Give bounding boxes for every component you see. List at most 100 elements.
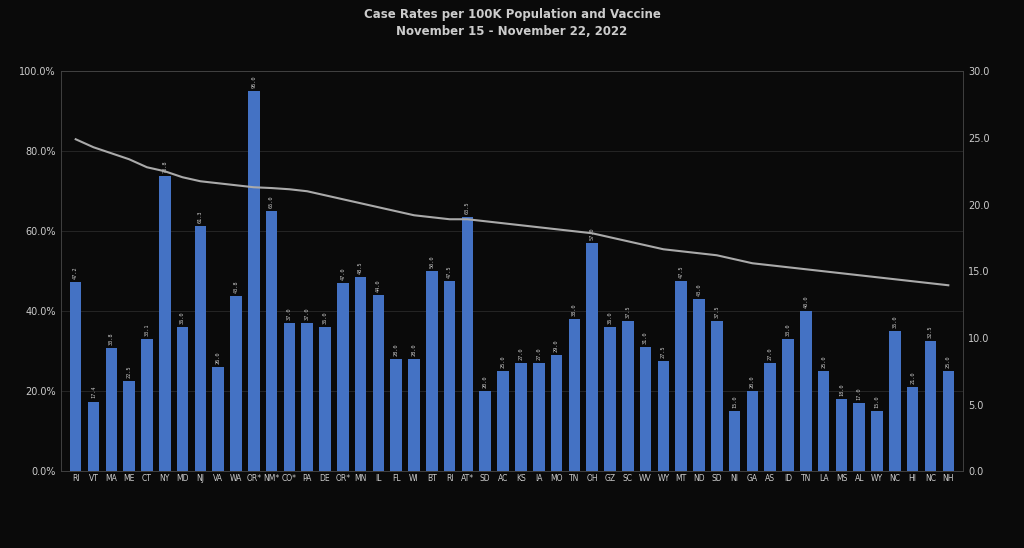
Text: 25.0: 25.0 bbox=[501, 356, 506, 368]
Bar bbox=[532, 363, 545, 471]
Bar bbox=[942, 372, 954, 471]
Text: 36.0: 36.0 bbox=[180, 312, 185, 324]
Text: 33.1: 33.1 bbox=[144, 323, 150, 336]
Bar bbox=[355, 277, 367, 471]
Bar bbox=[248, 91, 259, 471]
Bar bbox=[800, 311, 812, 471]
Bar bbox=[230, 296, 242, 471]
Bar bbox=[925, 341, 936, 471]
Text: 25.0: 25.0 bbox=[946, 356, 951, 368]
Text: 73.8: 73.8 bbox=[162, 161, 167, 173]
Text: 28.0: 28.0 bbox=[394, 344, 398, 356]
Text: 21.0: 21.0 bbox=[910, 372, 915, 384]
Bar bbox=[479, 391, 492, 471]
Text: 37.5: 37.5 bbox=[626, 306, 630, 318]
Bar bbox=[657, 361, 669, 471]
Bar bbox=[123, 381, 135, 471]
Text: 18.0: 18.0 bbox=[839, 384, 844, 396]
Bar bbox=[836, 399, 847, 471]
Bar bbox=[284, 323, 295, 471]
Text: 65.0: 65.0 bbox=[269, 196, 274, 208]
Text: 37.0: 37.0 bbox=[305, 307, 309, 320]
Text: 15.0: 15.0 bbox=[874, 396, 880, 408]
Legend: Case Rate / 100K Population, Vaccination Rate (Full Vaccination): Case Rate / 100K Population, Vaccination… bbox=[317, 545, 707, 548]
Bar bbox=[640, 347, 651, 471]
Bar bbox=[409, 359, 420, 471]
Text: 95.0: 95.0 bbox=[251, 76, 256, 88]
Bar bbox=[782, 339, 794, 471]
Text: 32.5: 32.5 bbox=[928, 326, 933, 338]
Bar bbox=[889, 331, 901, 471]
Text: 26.0: 26.0 bbox=[216, 352, 220, 364]
Bar bbox=[159, 176, 171, 471]
Text: 40.0: 40.0 bbox=[804, 295, 808, 308]
Text: 36.0: 36.0 bbox=[607, 312, 612, 324]
Text: 36.0: 36.0 bbox=[323, 312, 328, 324]
Bar bbox=[746, 391, 758, 471]
Text: 30.8: 30.8 bbox=[109, 333, 114, 345]
Text: 28.0: 28.0 bbox=[412, 344, 417, 356]
Text: 43.8: 43.8 bbox=[233, 281, 239, 293]
Bar bbox=[693, 299, 705, 471]
Text: 15.0: 15.0 bbox=[732, 396, 737, 408]
Bar bbox=[871, 411, 883, 471]
Bar bbox=[301, 323, 313, 471]
Text: 29.0: 29.0 bbox=[554, 340, 559, 352]
Text: 61.3: 61.3 bbox=[198, 210, 203, 223]
Text: 37.5: 37.5 bbox=[715, 306, 719, 318]
Bar bbox=[88, 402, 99, 471]
Bar bbox=[551, 355, 562, 471]
Bar bbox=[443, 281, 456, 471]
Text: 38.0: 38.0 bbox=[571, 304, 577, 316]
Text: 33.0: 33.0 bbox=[785, 323, 791, 336]
Bar bbox=[462, 217, 473, 471]
Bar bbox=[853, 403, 865, 471]
Text: 48.5: 48.5 bbox=[358, 261, 364, 274]
Bar bbox=[765, 363, 776, 471]
Text: 31.0: 31.0 bbox=[643, 332, 648, 344]
Text: 47.5: 47.5 bbox=[447, 266, 453, 278]
Bar bbox=[426, 271, 437, 471]
Bar bbox=[676, 281, 687, 471]
Text: 17.4: 17.4 bbox=[91, 386, 96, 398]
Bar bbox=[141, 339, 153, 471]
Bar bbox=[568, 319, 581, 471]
Bar bbox=[337, 283, 348, 471]
Text: 20.0: 20.0 bbox=[750, 375, 755, 388]
Text: Case Rates per 100K Population and Vaccine
November 15 - November 22, 2022: Case Rates per 100K Population and Vacci… bbox=[364, 8, 660, 38]
Bar bbox=[604, 327, 615, 471]
Text: 47.0: 47.0 bbox=[340, 267, 345, 280]
Bar bbox=[266, 211, 278, 471]
Text: 17.0: 17.0 bbox=[857, 387, 862, 400]
Bar bbox=[729, 411, 740, 471]
Text: 44.0: 44.0 bbox=[376, 279, 381, 292]
Bar bbox=[373, 295, 384, 471]
Text: 27.0: 27.0 bbox=[768, 347, 773, 360]
Text: 27.0: 27.0 bbox=[518, 347, 523, 360]
Text: 37.0: 37.0 bbox=[287, 307, 292, 320]
Text: 43.0: 43.0 bbox=[696, 283, 701, 296]
Bar bbox=[622, 321, 634, 471]
Bar bbox=[195, 226, 206, 471]
Text: 22.5: 22.5 bbox=[127, 366, 132, 378]
Text: 27.5: 27.5 bbox=[660, 346, 666, 358]
Text: 50.0: 50.0 bbox=[429, 255, 434, 268]
Bar bbox=[515, 363, 526, 471]
Bar bbox=[818, 372, 829, 471]
Text: 47.2: 47.2 bbox=[73, 267, 78, 279]
Bar bbox=[711, 321, 723, 471]
Text: 63.5: 63.5 bbox=[465, 202, 470, 214]
Bar bbox=[498, 372, 509, 471]
Text: 27.0: 27.0 bbox=[537, 347, 542, 360]
Bar bbox=[177, 327, 188, 471]
Bar bbox=[587, 243, 598, 471]
Bar bbox=[70, 282, 82, 471]
Bar bbox=[319, 327, 331, 471]
Bar bbox=[390, 359, 402, 471]
Bar bbox=[105, 348, 117, 471]
Text: 25.0: 25.0 bbox=[821, 356, 826, 368]
Bar bbox=[907, 387, 919, 471]
Text: 20.0: 20.0 bbox=[482, 375, 487, 388]
Text: 47.5: 47.5 bbox=[679, 266, 684, 278]
Bar bbox=[212, 367, 224, 471]
